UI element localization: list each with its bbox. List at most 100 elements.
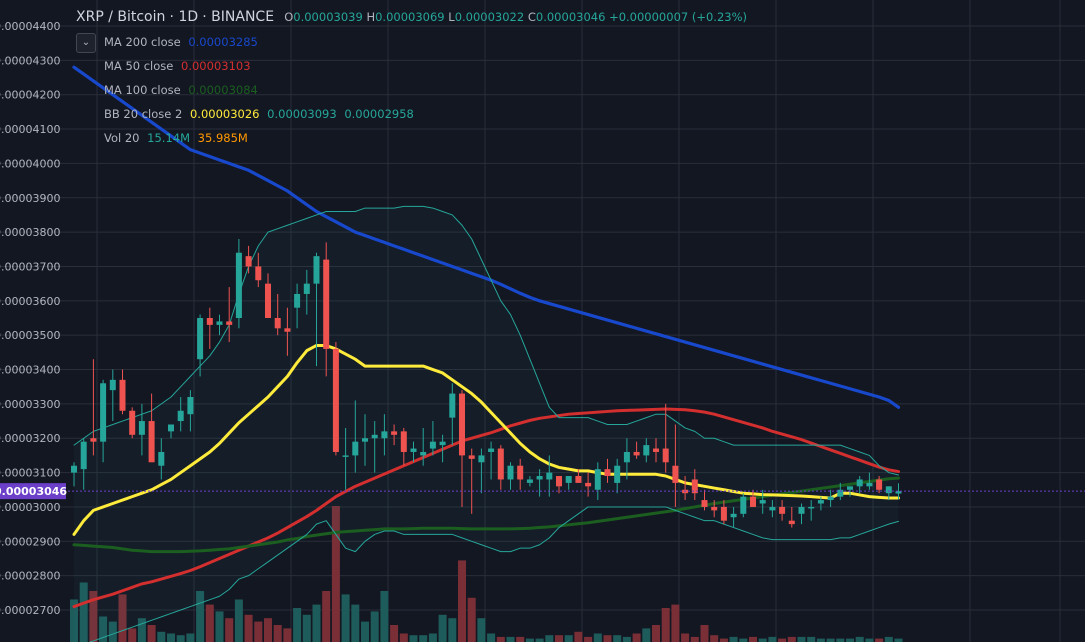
close-label: C bbox=[527, 10, 536, 24]
candle-body bbox=[837, 489, 844, 497]
volume-bar bbox=[487, 633, 496, 642]
volume-bar bbox=[477, 618, 486, 642]
candles bbox=[71, 238, 902, 528]
volume-bar bbox=[865, 638, 874, 642]
candle-body bbox=[265, 283, 271, 318]
bb-basis-value: 0.00003026 bbox=[189, 107, 260, 121]
candle-body bbox=[556, 476, 562, 487]
candle-body bbox=[284, 328, 291, 332]
candle-body bbox=[740, 496, 747, 514]
volume-bar bbox=[894, 638, 903, 642]
volume-bar bbox=[147, 625, 156, 642]
volume-bar bbox=[652, 625, 660, 642]
volume-bar bbox=[749, 636, 757, 642]
volume-value: 15.14M bbox=[147, 131, 191, 145]
candle-body bbox=[303, 283, 310, 294]
price-axis-label: 0.00003900 bbox=[0, 192, 60, 205]
price-axis-label: 0.00002800 bbox=[0, 570, 60, 583]
candle-body bbox=[187, 397, 194, 415]
indicator-ma100[interactable]: MA 100 close 0.00003084 bbox=[76, 78, 747, 102]
high-value: 0.00003069 bbox=[375, 10, 445, 24]
series-line-bb-lower bbox=[88, 506, 899, 642]
indicator-label: MA 100 close bbox=[104, 83, 181, 97]
symbol-name[interactable]: XRP / Bitcoin bbox=[76, 9, 166, 25]
price-axis-label: 0.00004000 bbox=[0, 157, 60, 170]
volume-bar bbox=[283, 628, 292, 642]
indicator-bb[interactable]: BB 20 close 2 0.00003026 0.00003093 0.00… bbox=[76, 102, 747, 126]
separator: · bbox=[202, 9, 212, 25]
candle-body bbox=[400, 431, 407, 452]
bb-upper-value: 0.00003093 bbox=[267, 107, 337, 121]
volume-bar bbox=[671, 604, 680, 642]
candle-body bbox=[391, 431, 398, 435]
price-axis-label: 0.00003200 bbox=[0, 432, 60, 445]
indicator-value: 0.00003285 bbox=[188, 35, 258, 49]
volume-bar bbox=[458, 560, 466, 642]
candle-body bbox=[507, 465, 514, 480]
volume-bar bbox=[661, 608, 670, 642]
volume-bar bbox=[564, 635, 573, 642]
candle-body bbox=[197, 318, 204, 360]
volume-bar bbox=[574, 631, 583, 642]
series-line-bb-basis bbox=[72, 343, 900, 536]
interval[interactable]: 1D bbox=[178, 9, 199, 25]
volume-bar bbox=[846, 638, 854, 642]
volume-bar bbox=[293, 608, 302, 642]
volume-bar bbox=[196, 591, 205, 642]
chevron-down-icon[interactable]: ⌄ bbox=[76, 33, 96, 53]
volume-bar bbox=[157, 631, 166, 642]
price-axis-label: 0.00003700 bbox=[0, 260, 60, 273]
candle-body bbox=[546, 472, 553, 480]
indicator-ma200[interactable]: MA 200 close 0.00003285 bbox=[76, 30, 747, 54]
candle-body bbox=[410, 448, 417, 452]
volume-bar bbox=[409, 635, 418, 642]
candle-body bbox=[100, 383, 107, 442]
volume-bar bbox=[797, 636, 806, 642]
candle-body bbox=[623, 451, 630, 463]
candle-body bbox=[808, 506, 815, 509]
volume-bar bbox=[758, 638, 767, 642]
volume-bar bbox=[875, 638, 884, 642]
volume-bar bbox=[89, 591, 98, 642]
volume-bar bbox=[118, 594, 127, 642]
candle-body bbox=[585, 482, 592, 487]
candle-body bbox=[575, 476, 582, 483]
volume-bar bbox=[555, 635, 563, 642]
candle-body bbox=[526, 479, 533, 483]
price-axis-label: 0.00003500 bbox=[0, 329, 60, 342]
volume-bar bbox=[613, 635, 622, 642]
price-axis-label: 0.00003100 bbox=[0, 467, 60, 480]
price-axis-label: 0.00003000 bbox=[0, 501, 60, 514]
price-axis-label: 0.00002900 bbox=[0, 535, 60, 548]
volume-bar bbox=[137, 618, 146, 642]
candle-body bbox=[662, 448, 669, 463]
symbol-header: XRP / Bitcoin · 1D · BINANCE O0.00003039… bbox=[76, 8, 747, 26]
volume-bar bbox=[807, 636, 816, 642]
volume-bar bbox=[855, 636, 864, 642]
indicator-label: MA 50 close bbox=[104, 59, 174, 73]
indicator-volume[interactable]: Vol 20 15.14M 35.985M bbox=[76, 126, 747, 150]
volume-bar bbox=[593, 633, 602, 642]
candle-body bbox=[691, 479, 698, 494]
series-line-bb-upper bbox=[73, 205, 899, 476]
open-label: O bbox=[284, 10, 294, 24]
indicator-ma50[interactable]: MA 50 close 0.00003103 bbox=[76, 54, 747, 78]
candle-body bbox=[148, 421, 155, 463]
current-price-tag: 0.00003046 bbox=[0, 483, 67, 500]
volume-bar bbox=[128, 628, 137, 642]
volume-bar bbox=[681, 633, 690, 642]
candle-body bbox=[109, 379, 116, 391]
candle-body bbox=[255, 266, 262, 281]
candle-body bbox=[614, 465, 621, 483]
candle-body bbox=[459, 393, 465, 456]
candle-body bbox=[429, 441, 436, 449]
volume-bar bbox=[545, 635, 554, 642]
price-axis-label: 0.00004200 bbox=[0, 89, 60, 102]
candle-body bbox=[245, 256, 252, 267]
volume-bar bbox=[341, 594, 350, 642]
candle-body bbox=[119, 379, 126, 411]
price-axis[interactable]: 0.00004400 0.00004300 0.00004200 0.00004100… bbox=[0, 20, 60, 617]
candle-body bbox=[420, 451, 427, 456]
volume-bar bbox=[467, 597, 476, 642]
